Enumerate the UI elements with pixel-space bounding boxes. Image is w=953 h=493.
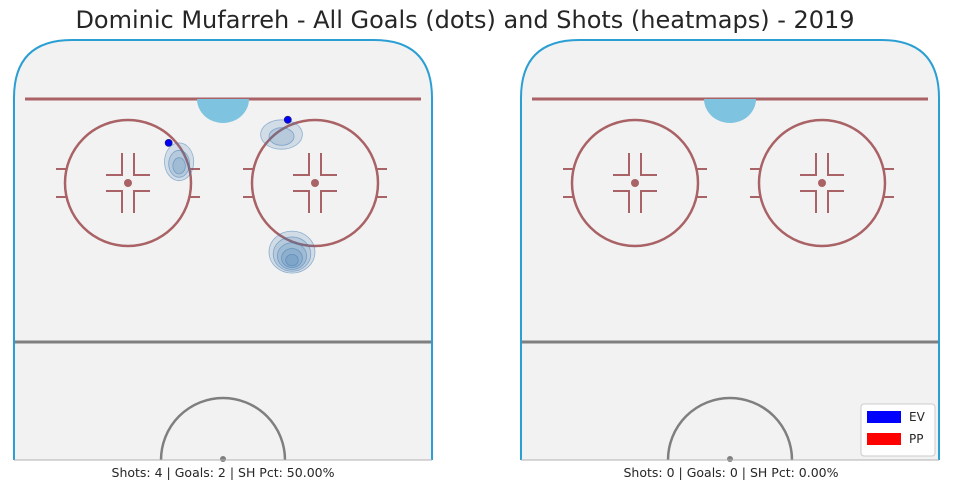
- faceoff-circle: [570, 118, 700, 248]
- center-circle: [666, 396, 794, 461]
- rink-boards: [13, 39, 433, 460]
- shot-heat-contour: [172, 157, 186, 175]
- faceoff-circle: [63, 118, 193, 248]
- faceoff-dot: [124, 179, 132, 187]
- faceoff-circle: [757, 118, 887, 248]
- center-circle: [159, 396, 287, 461]
- legend-label-ev: EV: [909, 410, 926, 424]
- faceoff-marking: [293, 153, 310, 176]
- faceoff-marking: [827, 153, 844, 176]
- legend: EV PP: [860, 403, 936, 457]
- legend-label-pp: PP: [909, 432, 923, 446]
- faceoff-marking: [106, 190, 123, 213]
- faceoff-marking: [827, 190, 844, 213]
- faceoff-dot: [631, 179, 639, 187]
- left-rink: [13, 39, 433, 462]
- faceoff-marking: [106, 153, 123, 176]
- center-dot: [220, 456, 226, 462]
- chart-title: Dominic Mufarreh - All Goals (dots) and …: [75, 6, 855, 34]
- goal-dot: [283, 115, 292, 124]
- faceoff-dot: [818, 179, 826, 187]
- faceoff-circle: [250, 118, 380, 248]
- shot-heat-contour: [276, 242, 307, 270]
- goal-crease: [704, 99, 756, 123]
- shot-heat-contour: [268, 230, 316, 274]
- legend-swatch-ev: [867, 411, 901, 423]
- center-dot: [727, 456, 733, 462]
- faceoff-marking: [800, 190, 817, 213]
- right-rink: EV PP: [520, 39, 940, 462]
- faceoff-marking: [800, 153, 817, 176]
- left-panel-stats: Shots: 4 | Goals: 2 | SH Pct: 50.00%: [111, 465, 335, 480]
- faceoff-dot: [311, 179, 319, 187]
- goal-dot: [164, 138, 173, 147]
- faceoff-marking: [640, 153, 657, 176]
- faceoff-marking: [613, 153, 630, 176]
- faceoff-marking: [320, 153, 337, 176]
- faceoff-marking: [640, 190, 657, 213]
- shot-heat-contour: [268, 127, 295, 146]
- faceoff-marking: [320, 190, 337, 213]
- faceoff-marking: [133, 190, 150, 213]
- goal-crease: [197, 99, 249, 123]
- shot-heat-contour: [285, 253, 299, 267]
- shot-heat-contour: [164, 142, 195, 182]
- faceoff-marking: [133, 153, 150, 176]
- faceoff-marking: [613, 190, 630, 213]
- rink-ice: [14, 40, 432, 460]
- legend-swatch-pp: [867, 433, 901, 445]
- rink-ice: [521, 40, 939, 460]
- faceoff-marking: [293, 190, 310, 213]
- right-panel-stats: Shots: 0 | Goals: 0 | SH Pct: 0.00%: [623, 465, 839, 480]
- rink-boards: [520, 39, 940, 460]
